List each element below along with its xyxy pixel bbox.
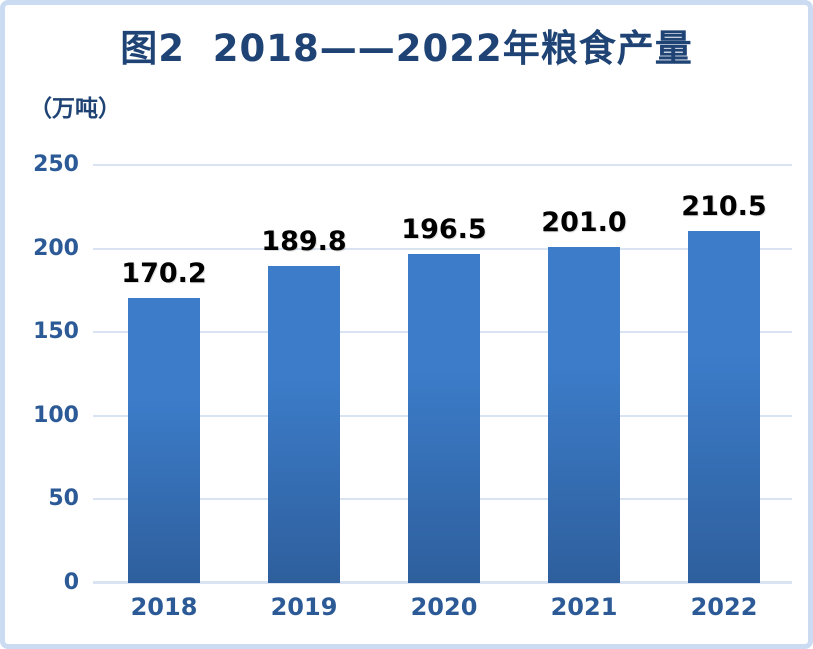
data-label-2018: 170.2: [121, 258, 207, 290]
bar-2021: [548, 246, 620, 583]
bar-2019: [268, 265, 340, 583]
x-axis-label-2021: 2021: [550, 593, 618, 621]
y-axis-tick-label-150: 150: [33, 319, 79, 345]
data-label-2020: 196.5: [401, 214, 487, 246]
x-axis-label-2018: 2018: [130, 593, 198, 621]
data-label-2021: 201.0: [541, 206, 627, 238]
chart-title: 图2 2018——2022年粮食产量: [120, 27, 693, 70]
data-label-2022: 210.5: [681, 191, 767, 223]
bar-2018: [128, 298, 200, 583]
gridline-200: [93, 247, 792, 250]
x-axis-label-2019: 2019: [270, 593, 338, 621]
y-axis-tick-label-50: 50: [48, 486, 79, 512]
y-axis-unit-label: （万吨）: [29, 96, 121, 122]
x-axis-label-2020: 2020: [410, 593, 478, 621]
y-axis-tick-label-100: 100: [33, 402, 79, 428]
x-axis-label-2022: 2022: [690, 593, 758, 621]
data-label-2019: 189.8: [261, 225, 347, 257]
y-axis-tick-label-0: 0: [63, 570, 79, 595]
bar-2020: [408, 254, 480, 583]
gridline-250: [93, 164, 792, 166]
plot-area: 0 50 100 150 200 250 170.2 2018 189.8 2019 196.5 20…: [33, 152, 792, 621]
y-axis-tick-label-250: 250: [33, 152, 79, 177]
y-axis-tick-label-200: 200: [33, 235, 79, 261]
bar-2022: [688, 231, 760, 583]
